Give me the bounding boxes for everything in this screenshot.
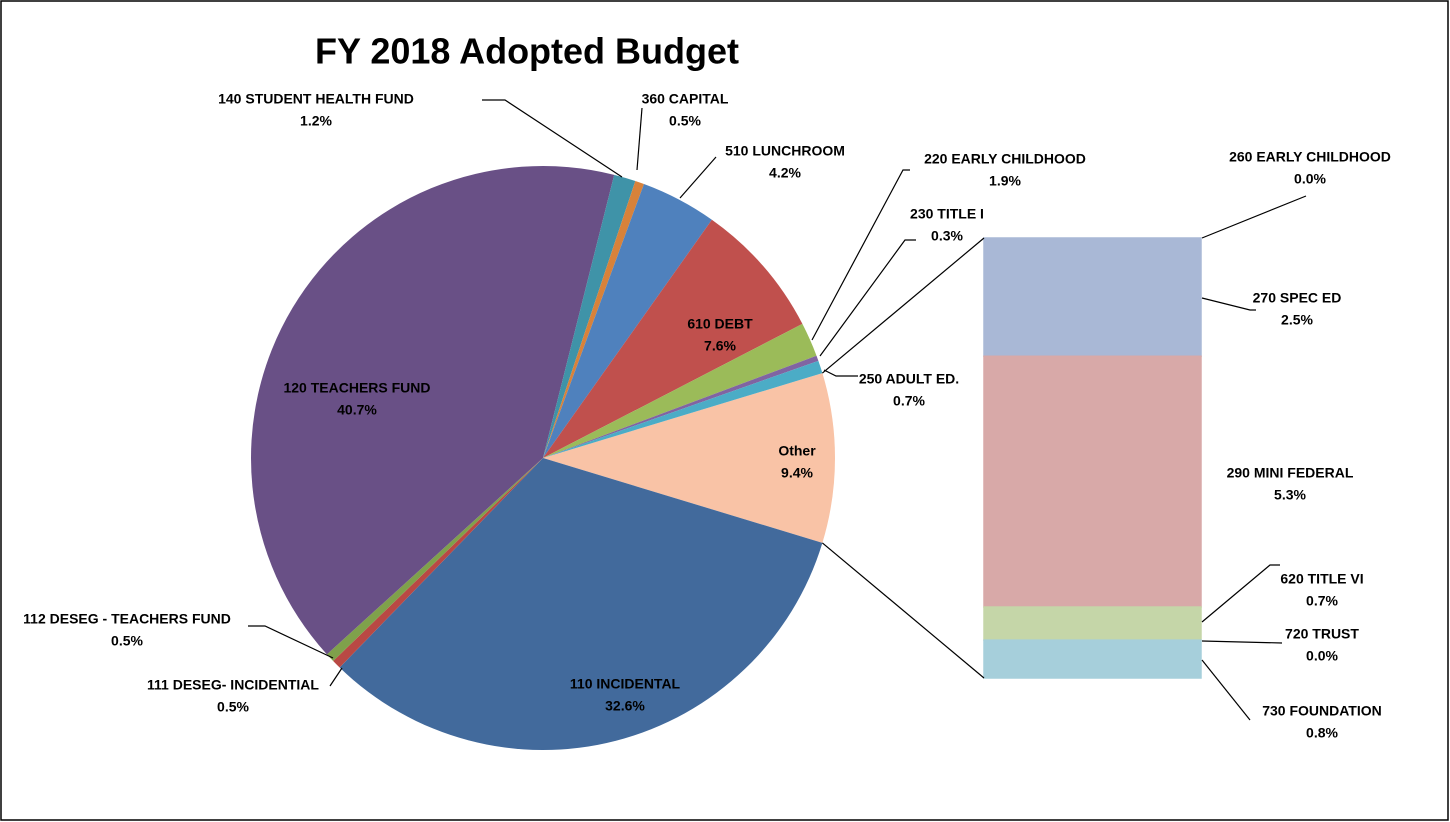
leader-line — [819, 239, 916, 357]
pie-slice — [333, 458, 543, 668]
connector-line — [822, 542, 985, 679]
slice-value: 0.5% — [217, 699, 249, 715]
pie-slice — [326, 458, 543, 662]
pie-slice — [543, 174, 636, 458]
bar-label: 720 TRUST — [1285, 626, 1359, 642]
bar-value: 0.0% — [1306, 648, 1338, 664]
bar-label: 620 TITLE VI — [1280, 571, 1363, 587]
slice-value: 7.6% — [704, 338, 736, 354]
bar-value: 0.0% — [1294, 171, 1326, 187]
bar-segment — [983, 639, 1202, 679]
leader-line — [482, 99, 623, 178]
chart-title: FY 2018 Adopted Budget — [315, 31, 739, 72]
slice-label: 220 EARLY CHILDHOOD — [924, 151, 1086, 167]
pie-slice — [251, 166, 615, 655]
leader-line — [823, 369, 858, 377]
slice-value: 0.7% — [893, 393, 925, 409]
bar-value: 2.5% — [1281, 312, 1313, 328]
slice-value: 40.7% — [337, 402, 377, 418]
leader-line — [1201, 564, 1280, 623]
bar-label: 730 FOUNDATION — [1262, 703, 1382, 719]
slice-label: 360 CAPITAL — [642, 91, 729, 107]
leader-line — [811, 169, 910, 341]
pie-slice — [543, 373, 835, 543]
slice-value: 4.2% — [769, 165, 801, 181]
slice-value: 32.6% — [605, 698, 645, 714]
pie-slice — [543, 355, 819, 458]
pie-slice — [543, 219, 803, 458]
slice-value: 0.3% — [931, 228, 963, 244]
bar-segment — [983, 355, 1202, 608]
slice-label: 510 LUNCHROOM — [725, 143, 845, 159]
slice-value: 1.9% — [989, 173, 1021, 189]
bar-segment — [983, 606, 1202, 641]
bar-label: 270 SPEC ED — [1253, 290, 1342, 306]
leader-line — [329, 667, 343, 687]
bar-label: 260 EARLY CHILDHOOD — [1229, 149, 1391, 165]
bar-value: 5.3% — [1274, 487, 1306, 503]
slice-value: 9.4% — [781, 465, 813, 481]
slice-label: 610 DEBT — [687, 316, 753, 332]
slice-label: 140 STUDENT HEALTH FUND — [218, 91, 414, 107]
leader-line — [679, 156, 717, 199]
pie-slice — [543, 323, 817, 458]
leader-line — [1201, 297, 1256, 311]
slice-label: 112 DESEG - TEACHERS FUND — [23, 611, 231, 627]
slice-label: 230 TITLE I — [910, 206, 984, 222]
slice-label: 110 INCIDENTAL — [570, 676, 681, 692]
leader-line — [248, 625, 334, 659]
pie-slice — [543, 360, 823, 458]
slice-label: Other — [778, 443, 816, 459]
bar-segment — [983, 237, 1202, 358]
connector-line — [822, 237, 985, 374]
slice-value: 0.5% — [111, 633, 143, 649]
slice-label: 111 DESEG- INCIDENTIAL — [147, 677, 319, 693]
leader-line — [1201, 640, 1283, 644]
pie-slice — [339, 458, 823, 750]
slice-value: 1.2% — [300, 113, 332, 129]
leader-line — [1201, 659, 1251, 721]
bar-value: 0.8% — [1306, 725, 1338, 741]
pie-slice — [543, 184, 712, 459]
bar-value: 0.7% — [1306, 593, 1338, 609]
leader-line — [636, 107, 643, 171]
slice-label: 250 ADULT ED. — [859, 371, 959, 387]
leader-line — [1201, 195, 1307, 239]
bar-label: 290 MINI FEDERAL — [1227, 465, 1354, 481]
slice-label: 120 TEACHERS FUND — [283, 380, 430, 396]
pie-slice — [543, 180, 644, 458]
slice-value: 0.5% — [669, 113, 701, 129]
